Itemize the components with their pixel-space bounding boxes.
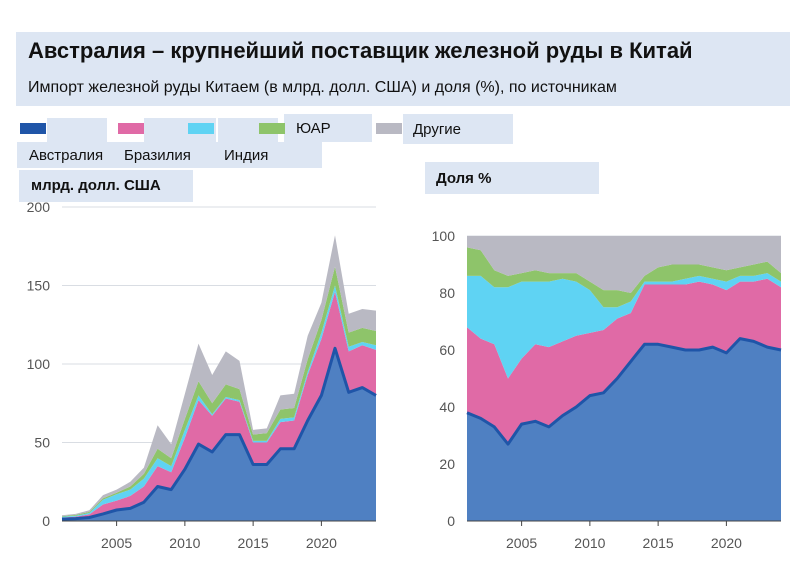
left-xtick-2020: 2020 <box>306 535 337 551</box>
right-area-Австралия <box>467 338 781 521</box>
left-xtick-2010: 2010 <box>169 535 200 551</box>
right-ytick-20: 20 <box>439 456 455 472</box>
legend-box-sar <box>284 114 372 142</box>
right-ytick-100: 100 <box>432 228 456 244</box>
header-banner: Австралия – крупнейший поставщик железно… <box>16 32 790 106</box>
right-ytick-40: 40 <box>439 399 455 415</box>
right-unit-label: Доля % <box>436 170 492 187</box>
legend-box-row2 <box>17 142 322 168</box>
legend-swatch-other <box>376 123 402 134</box>
legend-box-australia-top <box>47 118 107 142</box>
left-area-Бразилия <box>62 291 376 520</box>
left-ytick-100: 100 <box>27 356 51 372</box>
chart-subtitle: Импорт железной руды Китаем (в млрд. дол… <box>28 79 617 96</box>
left-ytick-200: 200 <box>27 199 51 215</box>
left-ytick-50: 50 <box>34 435 50 451</box>
left-area-Другие <box>62 235 376 517</box>
legend-swatch-india <box>188 123 214 134</box>
left-xtick-2015: 2015 <box>238 535 269 551</box>
legend-box-other <box>403 114 513 144</box>
right-xtick-2005: 2005 <box>506 535 537 551</box>
left-line-Австралия <box>61 346 377 521</box>
legend-label-australia: Австралия <box>29 147 104 164</box>
right-ytick-60: 60 <box>439 342 455 358</box>
legend-swatch-sar <box>259 123 285 134</box>
right-ytick-0: 0 <box>447 513 455 529</box>
left-ytick-150: 150 <box>27 278 51 294</box>
left-unit-box <box>19 170 193 202</box>
right-xtick-2010: 2010 <box>574 535 605 551</box>
legend-swatch-australia <box>20 123 46 134</box>
right-xtick-2015: 2015 <box>643 535 674 551</box>
right-area-Индия <box>467 273 781 379</box>
legend-label-sar: ЮАР <box>296 120 331 137</box>
chart-title: Австралия – крупнейший поставщик железно… <box>28 38 693 63</box>
right-unit-box <box>425 162 599 194</box>
left-xtick-2005: 2005 <box>101 535 132 551</box>
legend-label-brazil: Бразилия <box>124 147 191 164</box>
right-xtick-2020: 2020 <box>711 535 742 551</box>
legend-label-india: Индия <box>224 147 269 164</box>
right-ytick-80: 80 <box>439 285 455 301</box>
right-area-Другие <box>467 236 781 293</box>
left-unit-label: млрд. долл. США <box>31 177 161 194</box>
right-area-Бразилия <box>467 278 781 445</box>
legend-swatch-brazil <box>118 123 144 134</box>
left-ytick-0: 0 <box>42 513 50 529</box>
legend-label-other: Другие <box>413 121 462 138</box>
right-line-Австралия <box>466 337 782 446</box>
right-area-ЮАР <box>467 247 781 308</box>
left-area-Австралия <box>62 348 376 521</box>
